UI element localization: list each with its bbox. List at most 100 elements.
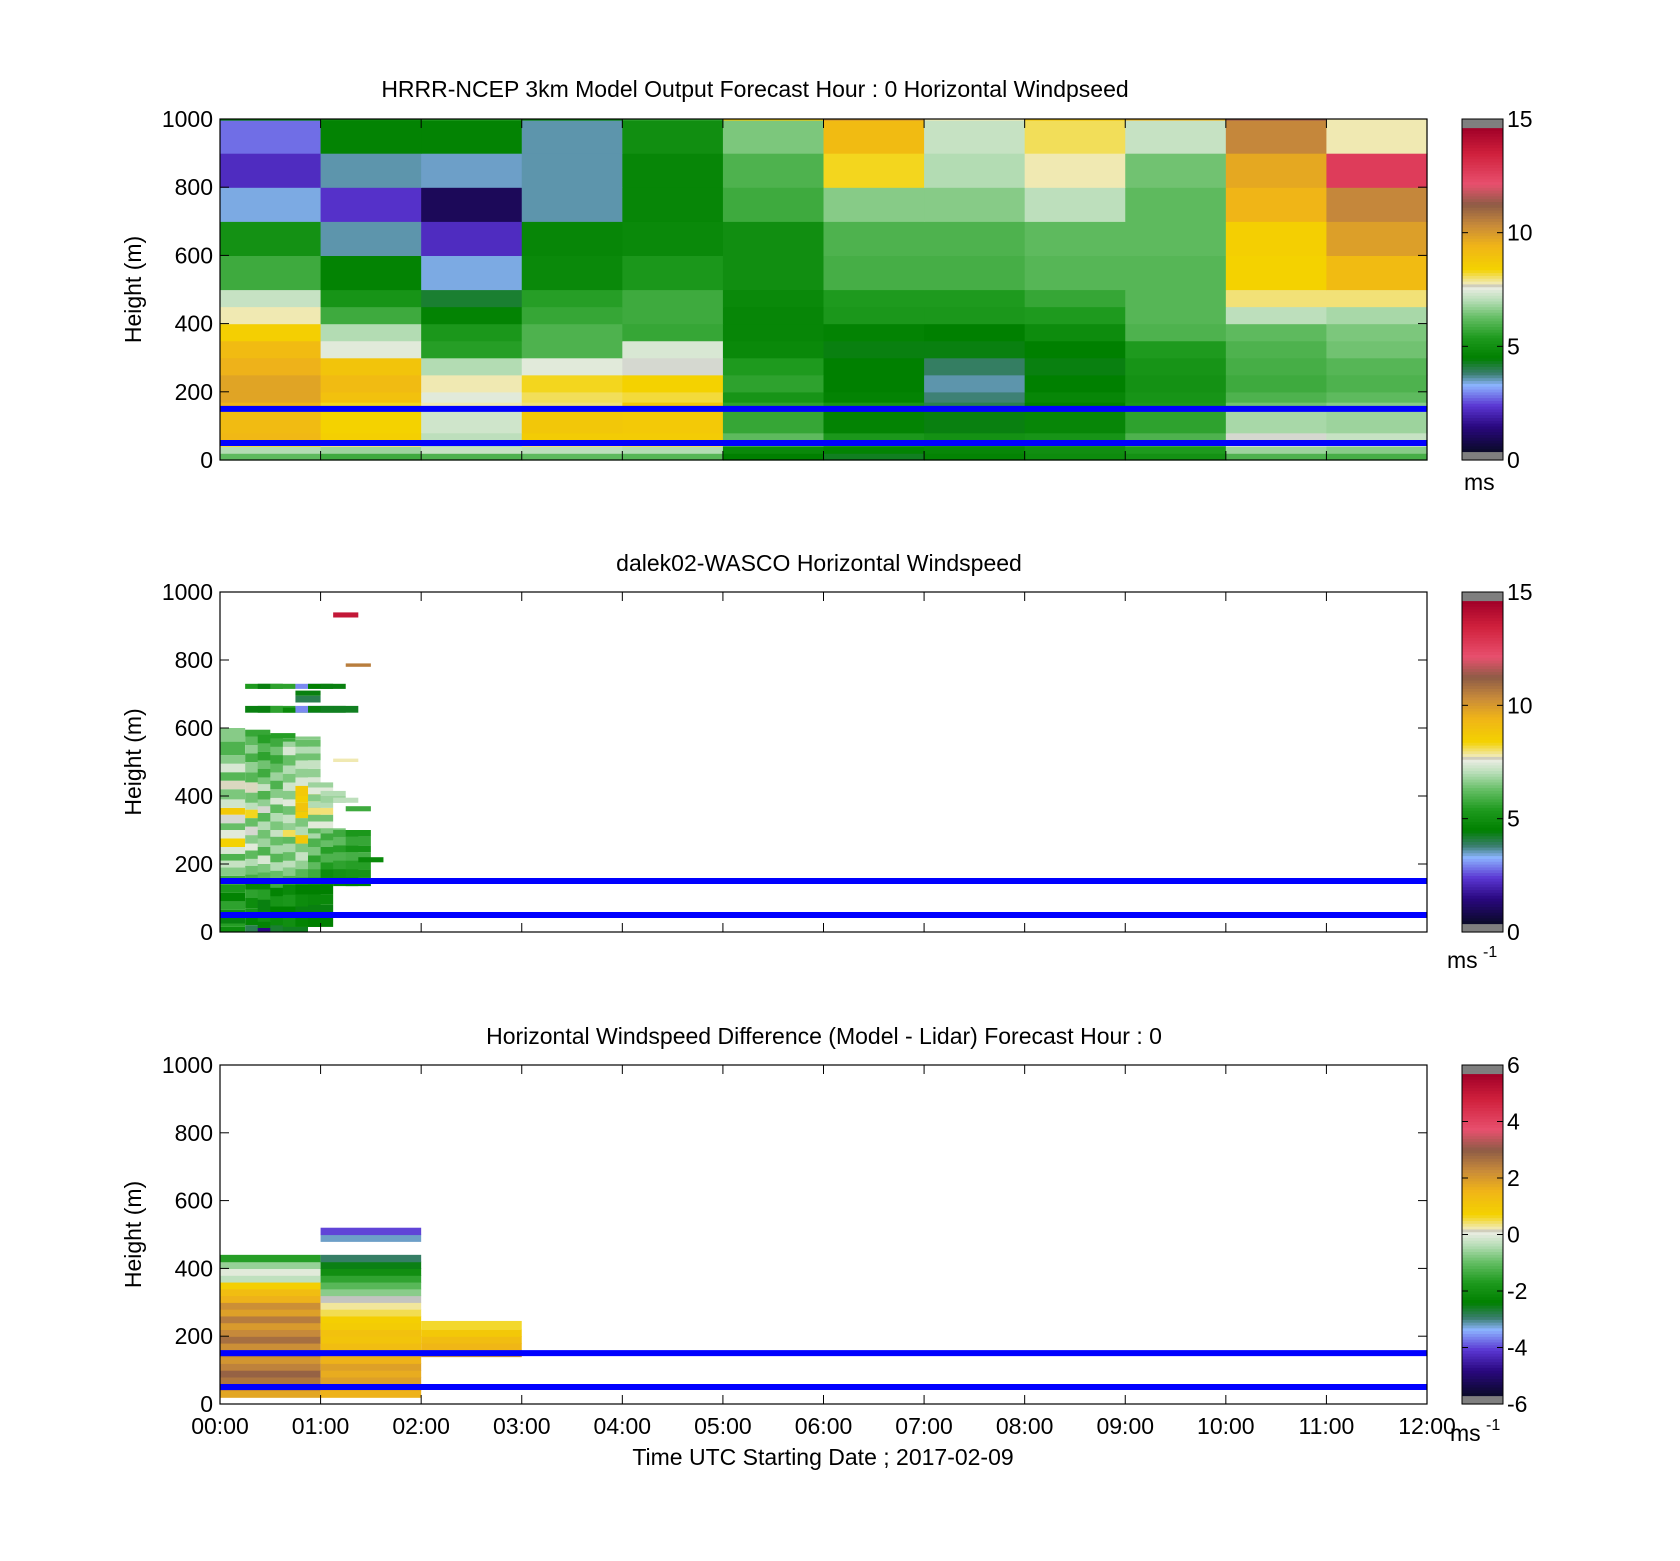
colorbar-swatch [1462, 881, 1503, 885]
heatmap-cell [823, 153, 925, 188]
colorbar-swatch [1462, 428, 1503, 433]
heatmap-cell [1326, 446, 1428, 454]
heatmap-cell [320, 119, 422, 154]
lidar-cell [295, 760, 321, 769]
heatmap-cell [220, 432, 322, 441]
heatmap-cell [320, 432, 422, 441]
lidar-cell [282, 926, 309, 932]
panel-difference: Horizontal Windspeed Difference (Model -… [120, 1023, 1528, 1446]
colorbar-swatch [1462, 926, 1503, 930]
colorbar-swatch [1462, 1110, 1503, 1114]
colorbar-swatch [1462, 903, 1503, 908]
colorbar-tick-label: 15 [1507, 579, 1533, 605]
colorbar-swatch [1462, 793, 1503, 797]
colorbar-swatch [1462, 1259, 1503, 1264]
colorbar-swatch [1462, 1129, 1503, 1134]
lidar-cell [358, 857, 384, 863]
heatmap-cell [320, 153, 422, 188]
heatmap-cell [1024, 119, 1126, 121]
lidar-cell [220, 789, 246, 800]
colorbar-swatch [1462, 337, 1503, 342]
lidar-cell [220, 838, 246, 847]
colorbar-swatch [1462, 677, 1503, 681]
colorbar-swatch [1462, 759, 1503, 763]
lidar-cell [270, 853, 296, 863]
heatmap-cell [622, 374, 724, 393]
panel-lidar-y-ticks: 0 200 400 600 800 1000 [162, 579, 1427, 945]
colorbar-swatch [1462, 1084, 1503, 1089]
heatmap-cell [1225, 446, 1328, 454]
colorbar-swatch [1462, 249, 1503, 254]
heatmap-cell [622, 289, 724, 308]
colorbar-swatch [1462, 238, 1503, 242]
colorbar-swatch [1462, 920, 1503, 925]
difference-cell [220, 1288, 321, 1297]
lidar-cell [270, 836, 296, 846]
colorbar-swatch [1462, 175, 1503, 180]
panel-model: HRRR-NCEP 3km Model Output Forecast Hour… [120, 76, 1533, 495]
heatmap-cell [1024, 402, 1126, 410]
lidar-cell [320, 683, 346, 689]
difference-cell [320, 1234, 422, 1242]
lidar-cell [345, 836, 371, 846]
colorbar-swatch [1462, 648, 1503, 653]
colorbar-swatch [1462, 745, 1503, 749]
colorbar-swatch [1462, 1090, 1503, 1094]
lidar-cell [220, 916, 246, 924]
x-tick-label: 12:00 [1398, 1413, 1456, 1439]
heatmap-cell [1326, 374, 1428, 393]
heatmap-cell [1326, 402, 1428, 410]
colorbar-swatch [1462, 1138, 1503, 1142]
colorbar-swatch [1462, 1364, 1503, 1368]
heatmap-cell [521, 187, 623, 222]
colorbar-swatch [1462, 192, 1503, 197]
colorbar-swatch [1462, 1370, 1503, 1374]
lidar-cell [270, 772, 296, 781]
colorbar-swatch [1462, 1279, 1503, 1284]
colorbar-swatch [1462, 329, 1503, 333]
colorbar-swatch [1462, 1127, 1503, 1131]
colorbar-swatch [1462, 671, 1503, 675]
y-tick-label: 400 [175, 1255, 213, 1281]
colorbar-swatch [1462, 1358, 1503, 1363]
colorbar-swatch [1462, 226, 1503, 231]
lidar-cell [270, 755, 296, 764]
heatmap-cell [722, 289, 825, 308]
colorbar-swatch [1462, 611, 1503, 616]
heatmap-cell [320, 357, 422, 376]
colorbar-swatch [1462, 1107, 1503, 1111]
lidar-cell [270, 862, 296, 871]
colorbar-swatch [1462, 626, 1503, 630]
difference-cell [421, 1329, 522, 1337]
lidar-cell [220, 728, 246, 742]
colorbar-swatch [1462, 679, 1503, 684]
heatmap-cell [421, 391, 523, 403]
colorbar-swatch [1462, 1065, 1503, 1069]
heatmap-cell [924, 391, 1026, 403]
colorbar-swatch [1462, 1155, 1503, 1159]
heatmap-cell [521, 374, 623, 393]
heatmap-cell [1225, 153, 1328, 188]
colorbar-swatch [1462, 1203, 1503, 1207]
colorbar-swatch [1462, 1330, 1503, 1334]
difference-cell [220, 1390, 321, 1398]
y-tick-label: 1000 [162, 106, 213, 132]
panel-lidar-x-ticks [219, 592, 1428, 932]
colorbar-swatch [1462, 1293, 1503, 1298]
colorbar-swatch [1462, 1372, 1503, 1377]
heatmap-cell [622, 357, 724, 376]
colorbar-swatch [1462, 417, 1503, 421]
colorbar-swatch [1462, 1124, 1503, 1128]
colorbar-swatch [1462, 847, 1503, 851]
colorbar-swatch [1462, 1183, 1503, 1188]
colorbar-swatch [1462, 1214, 1503, 1219]
colorbar-swatch [1462, 1192, 1503, 1196]
colorbar-swatch [1462, 1118, 1503, 1123]
colorbar-swatch [1462, 620, 1503, 624]
colorbar-tick-label: 10 [1507, 692, 1533, 718]
colorbar-swatch [1462, 781, 1503, 786]
colorbar-frame [1461, 118, 1504, 461]
heatmap-cell [220, 408, 322, 434]
lidar-cell [220, 755, 246, 764]
heatmap-cell [220, 402, 322, 410]
